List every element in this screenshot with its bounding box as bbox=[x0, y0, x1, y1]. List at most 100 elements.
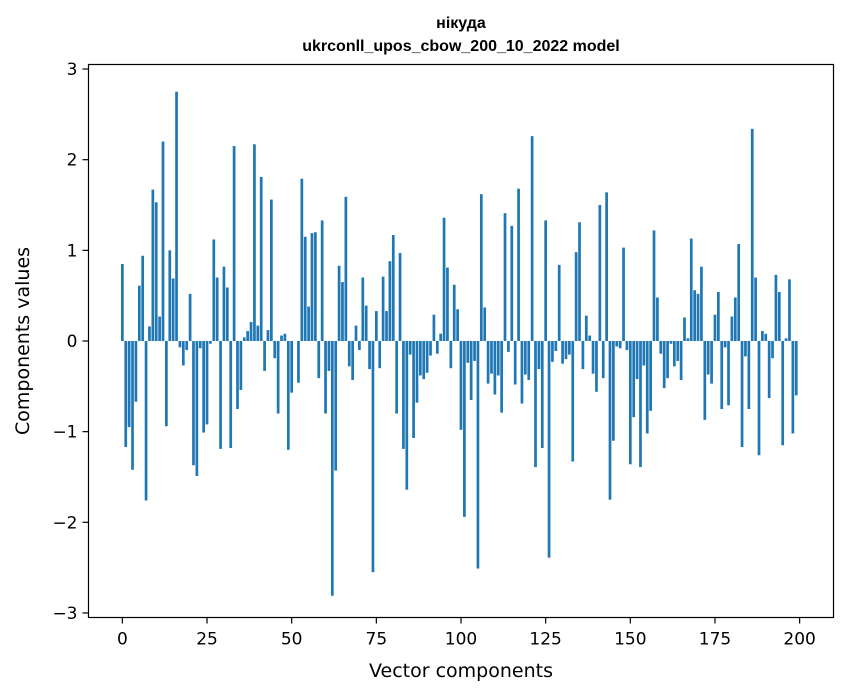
bar bbox=[544, 220, 548, 341]
bar bbox=[219, 341, 222, 449]
y-axis-label: Components values bbox=[12, 247, 34, 435]
x-tick-label: 25 bbox=[196, 630, 218, 650]
bar bbox=[327, 341, 331, 371]
bar bbox=[720, 341, 724, 409]
bar bbox=[584, 315, 588, 341]
bar bbox=[253, 144, 256, 341]
bar bbox=[669, 341, 673, 344]
bar bbox=[784, 338, 788, 341]
bar bbox=[588, 335, 592, 341]
bar bbox=[388, 261, 392, 341]
bar bbox=[672, 341, 676, 367]
bar bbox=[510, 225, 514, 341]
bar bbox=[693, 290, 697, 341]
bar bbox=[740, 341, 744, 448]
bar bbox=[639, 341, 642, 468]
bar bbox=[161, 141, 165, 341]
bar bbox=[771, 341, 774, 359]
bar bbox=[747, 341, 751, 409]
bar bbox=[171, 278, 175, 341]
bar bbox=[148, 326, 151, 341]
bar bbox=[371, 341, 375, 573]
bar bbox=[391, 234, 395, 341]
bar bbox=[513, 341, 517, 385]
bar bbox=[686, 338, 690, 341]
bar bbox=[256, 325, 260, 341]
bar bbox=[121, 263, 124, 341]
bar bbox=[744, 341, 747, 357]
bar bbox=[601, 341, 605, 379]
bar bbox=[137, 285, 141, 341]
bar bbox=[754, 277, 757, 341]
bar bbox=[479, 194, 483, 341]
bar bbox=[598, 205, 602, 341]
bar bbox=[652, 230, 656, 341]
bar bbox=[696, 293, 700, 341]
bar bbox=[683, 317, 686, 341]
bar bbox=[239, 341, 243, 390]
y-tick-label: −3 bbox=[52, 604, 77, 624]
bar bbox=[412, 341, 415, 439]
bar bbox=[540, 341, 544, 448]
bar bbox=[473, 341, 476, 361]
bar bbox=[625, 341, 629, 351]
bar bbox=[618, 341, 622, 349]
bar bbox=[151, 189, 155, 341]
bar bbox=[364, 305, 368, 341]
bar bbox=[750, 128, 754, 341]
bar bbox=[642, 341, 646, 366]
bar bbox=[212, 239, 216, 341]
bar bbox=[788, 279, 791, 341]
bar bbox=[547, 341, 551, 558]
bar bbox=[209, 341, 212, 344]
bar bbox=[503, 213, 507, 341]
bar bbox=[605, 192, 608, 341]
bar bbox=[483, 307, 487, 341]
bar bbox=[381, 276, 385, 341]
y-tick-label: −2 bbox=[52, 513, 77, 533]
bar bbox=[490, 341, 493, 374]
bar bbox=[246, 331, 250, 341]
x-tick-label: 75 bbox=[366, 630, 388, 650]
x-axis-label: Vector components bbox=[369, 660, 553, 682]
bar bbox=[154, 202, 158, 341]
bar bbox=[232, 146, 236, 341]
bar bbox=[689, 238, 693, 341]
bar bbox=[557, 264, 561, 341]
bar bbox=[337, 265, 341, 341]
bar bbox=[463, 341, 466, 517]
bar bbox=[442, 217, 446, 341]
bar bbox=[341, 282, 344, 341]
bar bbox=[280, 335, 283, 341]
bar bbox=[198, 341, 202, 349]
bar bbox=[446, 267, 449, 341]
bar bbox=[276, 341, 280, 414]
bar bbox=[452, 284, 456, 341]
bar bbox=[761, 331, 764, 341]
bar bbox=[723, 341, 727, 348]
bar bbox=[439, 333, 443, 341]
bar bbox=[645, 341, 649, 434]
bar bbox=[297, 341, 300, 383]
bar bbox=[378, 341, 382, 369]
bar bbox=[178, 341, 182, 348]
bar bbox=[551, 341, 554, 362]
bar bbox=[591, 341, 595, 374]
bar bbox=[402, 341, 405, 449]
bar bbox=[127, 341, 131, 428]
bar bbox=[764, 333, 768, 341]
bar bbox=[283, 333, 287, 341]
bar bbox=[676, 341, 680, 361]
x-tick-label: 175 bbox=[699, 630, 731, 650]
bar bbox=[578, 222, 581, 341]
x-tick-label: 0 bbox=[117, 630, 128, 650]
bar bbox=[520, 341, 524, 404]
bar bbox=[608, 341, 612, 500]
bar bbox=[632, 341, 636, 418]
bar bbox=[415, 341, 419, 403]
bar bbox=[561, 341, 564, 364]
bar bbox=[517, 188, 520, 341]
bar bbox=[181, 341, 185, 366]
bar bbox=[317, 341, 321, 379]
bar bbox=[456, 309, 459, 341]
